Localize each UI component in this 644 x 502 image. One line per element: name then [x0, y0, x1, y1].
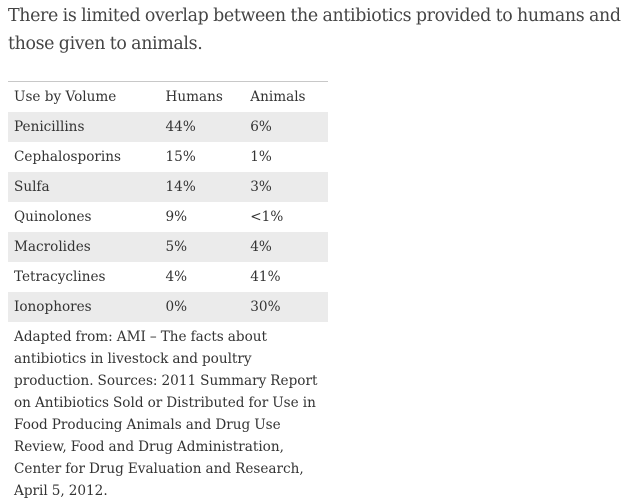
header-use-by-volume: Use by Volume: [14, 89, 117, 105]
drug-cell: Tetracyclines: [14, 269, 106, 285]
table-row: Sulfa 14% 3%: [8, 172, 328, 202]
humans-cell: 4%: [165, 269, 188, 285]
humans-cell: 15%: [165, 149, 196, 165]
table-row: Ionophores 0% 30%: [8, 292, 328, 322]
drug-cell: Sulfa: [8, 172, 160, 202]
drug-cell: Macrolides: [8, 232, 160, 262]
drug-cell: Cephalosporins: [14, 149, 121, 165]
intro-paragraph: There is limited overlap between the ant…: [8, 6, 621, 54]
animals-cell: 30%: [244, 292, 328, 322]
drug-cell: Penicillins: [8, 112, 160, 142]
animals-cell: 6%: [244, 112, 328, 142]
table-row: Quinolones 9% <1%: [8, 202, 328, 232]
header-row: Use by Volume Humans Animals: [8, 82, 328, 113]
table-row: Cephalosporins 15% 1%: [8, 142, 328, 172]
table-body: Penicillins 44% 6% Cephalosporins 15% 1%…: [8, 112, 328, 322]
humans-cell: 5%: [159, 232, 245, 262]
humans-cell: 14%: [159, 172, 245, 202]
drug-cell: Ionophores: [8, 292, 160, 322]
source-caption: Adapted from: AMI – The facts about anti…: [14, 329, 318, 499]
animals-cell: 1%: [250, 149, 272, 165]
table-row: Penicillins 44% 6%: [8, 112, 328, 142]
animals-cell: 41%: [250, 269, 281, 285]
table-header: Use by Volume Humans Animals: [8, 82, 328, 113]
humans-cell: 0%: [159, 292, 245, 322]
animals-cell: 3%: [244, 172, 328, 202]
table-row: Macrolides 5% 4%: [8, 232, 328, 262]
animals-cell: <1%: [250, 209, 284, 225]
humans-cell: 9%: [165, 209, 188, 225]
animals-cell: 4%: [244, 232, 328, 262]
humans-cell: 44%: [159, 112, 245, 142]
antibiotic-use-table: Use by Volume Humans Animals Penicillins…: [8, 81, 328, 322]
header-humans: Humans: [165, 89, 223, 105]
drug-cell: Quinolones: [14, 209, 92, 225]
header-animals: Animals: [250, 89, 306, 105]
table-row: Tetracyclines 4% 41%: [8, 262, 328, 292]
